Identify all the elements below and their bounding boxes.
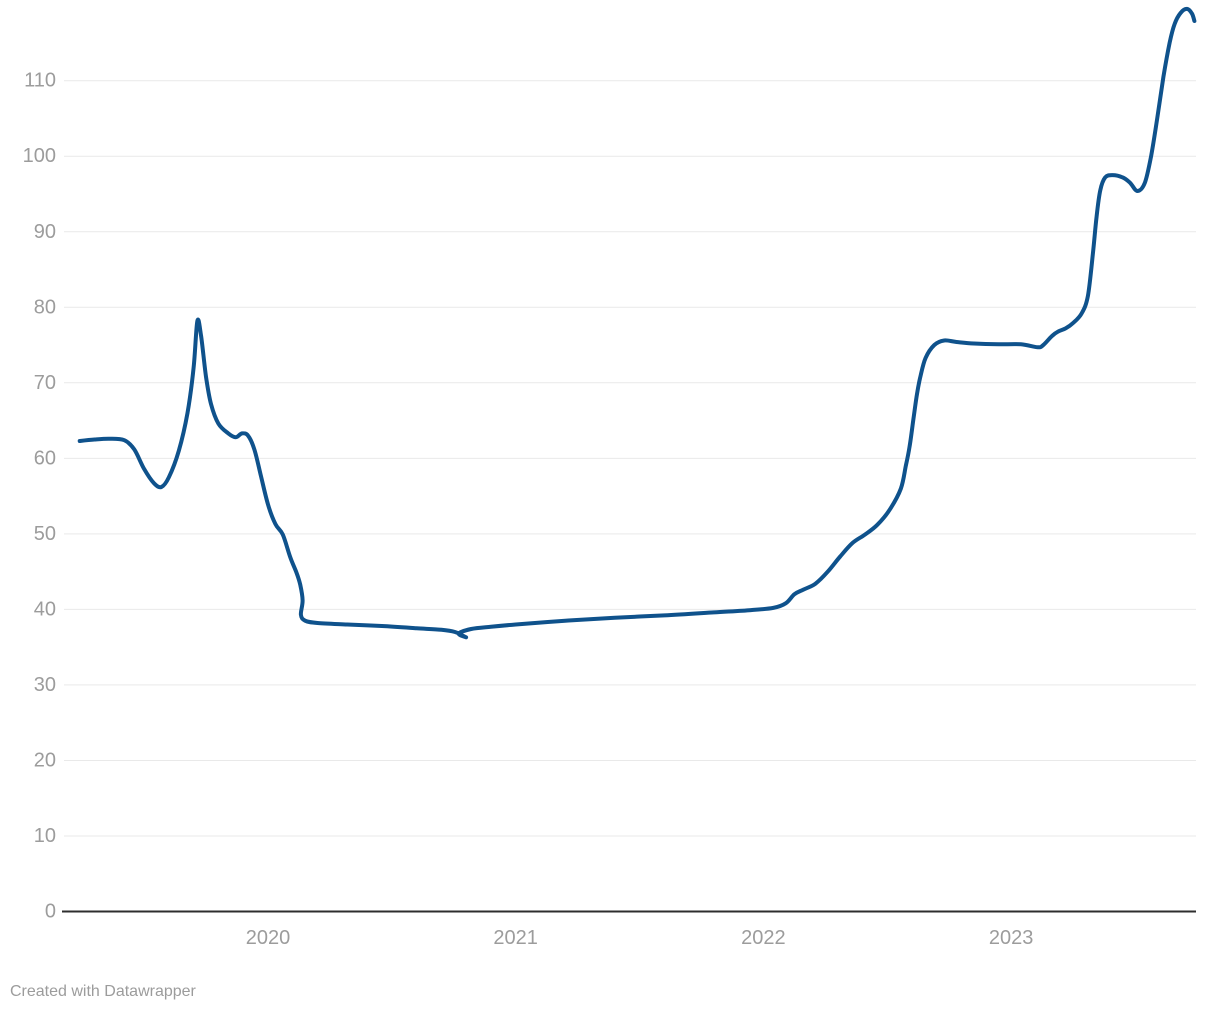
y-tick-label: 20 <box>34 749 56 771</box>
y-tick-label: 60 <box>34 447 56 469</box>
y-tick-label: 100 <box>23 145 56 167</box>
y-tick-label: 70 <box>34 372 56 394</box>
y-tick-label: 110 <box>24 70 56 92</box>
datawrapper-attribution-link[interactable]: Created with Datawrapper <box>10 983 196 1000</box>
line-chart: 0 10 20 30 40 50 60 70 80 90 100 110 2020 2021 2022 202… <box>23 6 1197 949</box>
x-tick-label: 2022 <box>741 927 786 949</box>
y-tick-label: 30 <box>34 674 56 696</box>
y-tick-label: 50 <box>34 523 56 545</box>
x-tick-label: 2020 <box>246 927 291 949</box>
y-tick-label: 90 <box>34 221 56 243</box>
x-tick-label: 2021 <box>493 927 538 949</box>
x-tick-label: 2023 <box>989 927 1034 949</box>
y-tick-label: 40 <box>34 598 56 620</box>
data-line <box>77 6 1197 640</box>
y-tick-label: 10 <box>34 825 56 847</box>
y-tick-label: 0 <box>45 901 56 923</box>
y-tick-label: 80 <box>34 296 56 318</box>
